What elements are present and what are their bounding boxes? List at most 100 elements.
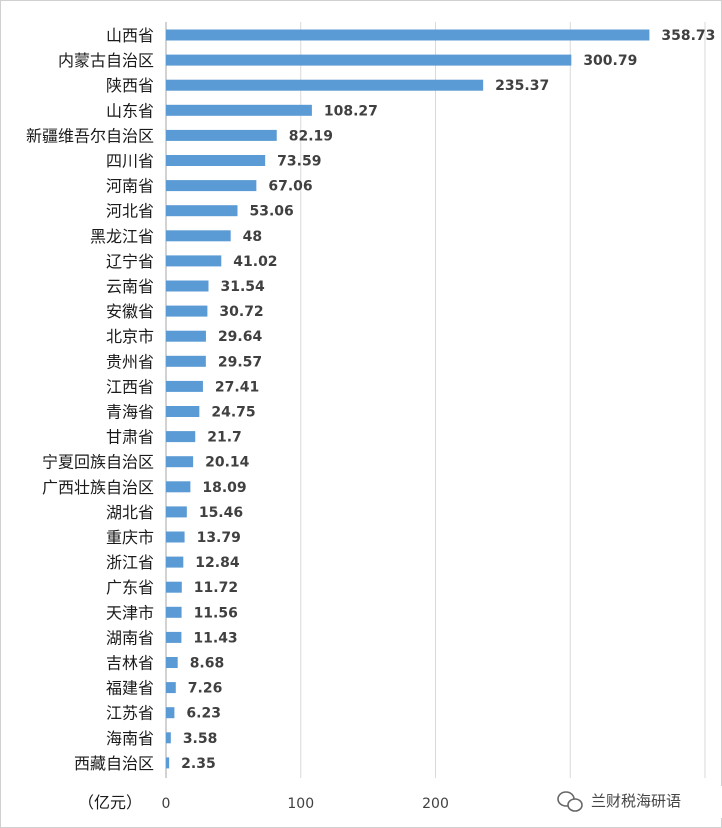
bar <box>166 180 257 192</box>
category-label: 云南省 <box>106 277 154 296</box>
bars <box>166 29 650 769</box>
bar <box>166 255 222 267</box>
category-label: 黑龙江省 <box>90 227 154 246</box>
data-label: 6.23 <box>186 706 221 722</box>
data-label: 11.56 <box>194 605 238 621</box>
category-label: 江苏省 <box>106 704 154 723</box>
bar <box>166 631 182 643</box>
bar <box>166 205 238 217</box>
bar <box>166 330 206 342</box>
data-label: 15.46 <box>199 505 243 521</box>
unit-label: （亿元） <box>78 793 142 812</box>
category-label: 辽宁省 <box>106 252 154 271</box>
category-label: 甘肃省 <box>106 428 154 447</box>
gridlines <box>165 22 706 778</box>
x-tick-label: 200 <box>422 796 449 812</box>
data-label: 27.41 <box>215 379 259 395</box>
data-label: 7.26 <box>188 681 223 697</box>
watermark-text: 兰财税海研语 <box>591 792 681 810</box>
bar <box>166 481 191 493</box>
category-label: 宁夏回族自治区 <box>42 453 154 472</box>
bar <box>166 707 175 719</box>
category-label: 山东省 <box>106 101 154 120</box>
category-label: 浙江省 <box>106 553 154 572</box>
category-label: 河南省 <box>106 177 154 196</box>
data-label: 2.35 <box>181 756 216 772</box>
bar <box>166 682 176 694</box>
data-label: 358.73 <box>661 28 715 44</box>
category-label: 西藏自治区 <box>74 754 154 773</box>
bar <box>166 506 187 518</box>
bar <box>166 280 209 292</box>
data-label: 31.54 <box>221 279 266 295</box>
category-label: 河北省 <box>106 202 154 221</box>
data-label: 29.64 <box>218 329 263 345</box>
category-label: 福建省 <box>106 679 154 698</box>
bar <box>166 431 196 443</box>
category-label: 海南省 <box>106 729 154 748</box>
category-label: 青海省 <box>106 403 154 422</box>
wechat-icon <box>557 791 583 812</box>
bar <box>166 556 184 568</box>
bar <box>166 230 231 242</box>
bar <box>166 606 182 618</box>
bar <box>166 732 171 744</box>
data-label: 67.06 <box>268 179 312 195</box>
data-label: 3.58 <box>183 731 218 747</box>
data-label: 300.79 <box>583 53 637 69</box>
watermark: 兰财税海研语 <box>552 786 722 818</box>
category-label: 新疆维吾尔自治区 <box>26 126 154 145</box>
value-labels: 358.73 300.79 235.37 108.27 82.19 73.59 67.06 5… <box>181 28 715 772</box>
data-label: 12.84 <box>195 555 240 571</box>
category-label: 山西省 <box>106 26 154 45</box>
x-tick-label: 0 <box>162 796 171 812</box>
bar <box>166 54 572 66</box>
category-label: 陕西省 <box>106 76 154 95</box>
bar <box>166 355 206 367</box>
data-label: 29.57 <box>218 354 262 370</box>
data-label: 48 <box>243 229 262 245</box>
data-label: 18.09 <box>202 480 246 496</box>
data-label: 8.68 <box>190 656 225 672</box>
category-label: 广西壮族自治区 <box>42 478 154 497</box>
data-label: 41.02 <box>233 254 277 270</box>
data-label: 82.19 <box>289 128 333 144</box>
bar <box>166 406 200 417</box>
data-label: 21.7 <box>207 430 242 446</box>
data-label: 11.72 <box>194 580 238 596</box>
x-tick-label: 100 <box>287 796 314 812</box>
bar <box>166 155 266 166</box>
bar <box>166 29 650 41</box>
category-label: 天津市 <box>106 603 154 622</box>
bar <box>166 531 185 543</box>
data-label: 30.72 <box>219 304 263 320</box>
category-label: 江西省 <box>106 377 154 396</box>
data-label: 20.14 <box>205 455 250 471</box>
category-label: 四川省 <box>106 152 154 171</box>
category-label: 北京市 <box>106 327 154 346</box>
data-label: 108.27 <box>324 103 378 119</box>
category-label: 吉林省 <box>106 654 154 673</box>
bar <box>166 456 194 468</box>
bar <box>166 757 170 769</box>
bar <box>166 657 178 668</box>
category-labels: 山西省内蒙古自治区陕西省山东省新疆维吾尔自治区四川省河南省河北省黑龙江省辽宁省云… <box>26 26 154 773</box>
bar <box>166 305 208 317</box>
bar <box>166 581 182 593</box>
category-label: 重庆市 <box>106 528 154 547</box>
category-label: 湖南省 <box>106 628 154 647</box>
category-label: 内蒙古自治区 <box>58 51 154 70</box>
data-label: 235.37 <box>495 78 549 94</box>
category-label: 贵州省 <box>106 352 154 371</box>
category-label: 广东省 <box>106 578 154 597</box>
bar <box>166 104 312 116</box>
data-label: 11.43 <box>193 630 237 646</box>
data-label: 73.59 <box>277 154 321 170</box>
category-label: 安徽省 <box>106 302 154 321</box>
category-label: 湖北省 <box>106 503 154 522</box>
bar <box>166 79 484 91</box>
data-label: 24.75 <box>211 405 255 421</box>
bar <box>166 129 277 141</box>
data-label: 13.79 <box>197 530 241 546</box>
